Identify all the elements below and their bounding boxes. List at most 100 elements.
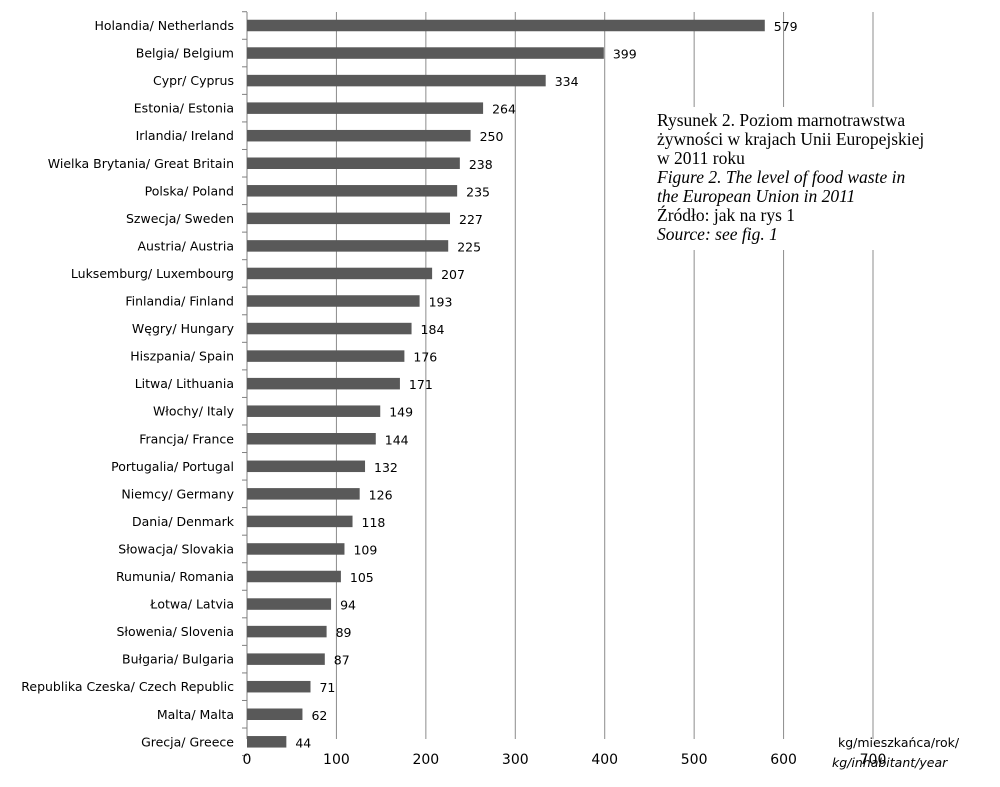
value-label: 89 [336,625,352,640]
category-label: Hiszpania/ Spain [130,349,234,364]
bar [247,102,484,114]
bar [247,212,451,225]
caption-title-en-2: the European Union in 2011 [657,186,856,206]
value-label: 193 [429,295,453,310]
category-label: Łotwa/ Latvia [149,597,234,612]
bar [247,570,341,583]
bar [247,267,433,280]
value-label: 184 [421,322,445,337]
category-label: Luksemburg/ Luxembourg [71,266,234,281]
x-tick-label: 300 [502,752,529,768]
category-label: Austria/ Austria [137,238,234,253]
category-label: Wielka Brytania/ Great Britain [48,156,234,171]
bar [247,405,381,417]
bar [247,598,332,610]
category-label: Szwecja/ Sweden [126,211,234,226]
value-label: 171 [409,377,433,392]
bar [247,433,376,445]
category-label: Grecja/ Greece [141,734,234,749]
bar [247,240,449,252]
category-label: Niemcy/ Germany [121,486,234,501]
category-label: Polska/ Poland [145,183,234,198]
category-label: Belgia/ Belgium [136,46,234,61]
value-label: 62 [311,708,327,723]
category-label: Estonia/ Estonia [134,101,234,116]
x-tick-label: 400 [591,752,618,768]
labels: 0 100 200 300 400 500 600 700 Holandia/ Netherla… [21,18,886,768]
value-label: 149 [389,405,413,420]
bar [247,129,471,142]
bar [247,653,325,665]
value-label: 207 [441,267,465,282]
bar [247,74,546,87]
category-label: Węgry/ Hungary [132,321,235,336]
bar [247,47,604,59]
category-label: Włochy/ Italy [153,404,235,419]
value-label: 109 [353,542,377,557]
figure-caption: Rysunek 2. Poziom marnotrawstwa żywności… [654,107,1000,250]
caption-source-en: Source: see fig. 1 [657,224,778,244]
caption-title-pl-1: Rysunek 2. Poziom marnotrawstwa [657,110,906,130]
bar [247,322,412,335]
bars [247,19,765,748]
bar [247,460,366,473]
x-tick-label: 700 [860,752,887,768]
value-label: 250 [480,129,504,144]
bar [247,680,311,693]
category-label: Dania/ Denmark [132,514,235,529]
x-tick-label: 600 [770,752,797,768]
x-axis-unit-label-en: kg/inhabitant/year [832,755,948,770]
x-axis-unit-label-pl: kg/mieszkańca/rok/ [838,735,960,750]
value-label: 334 [555,74,579,89]
bar [247,185,458,197]
caption-title-pl-3: w 2011 roku [657,148,745,168]
bar [247,157,460,169]
category-label: Rumunia/ Romania [116,569,234,584]
value-label: 126 [369,487,393,502]
category-label: Cypr/ Cyprus [153,73,234,88]
value-label: 94 [340,598,356,613]
value-label: 238 [469,157,493,172]
value-label: 264 [492,102,516,117]
bar [247,350,405,362]
bar [247,515,353,528]
caption-title-en-1: Figure 2. The level of food waste in [657,167,906,187]
bar [247,377,400,390]
value-label: 235 [466,184,490,199]
value-label: 579 [774,19,798,34]
value-label: 87 [334,653,350,668]
value-label: 225 [457,239,481,254]
value-label: 399 [613,47,637,62]
category-label: Bułgaria/ Bulgaria [122,652,234,667]
bar [247,708,303,720]
category-label: Słowenia/ Slovenia [117,624,235,639]
category-label: Portugalia/ Portugal [111,459,234,474]
category-label: Francja/ France [139,431,234,446]
value-label: 144 [385,432,409,447]
caption-source-pl: Źródło: jak na rys 1 [657,205,796,225]
category-label: Finlandia/ Finland [125,294,234,309]
bar [247,625,327,638]
value-label: 44 [295,735,311,750]
category-label: Malta/ Malta [157,707,234,722]
category-label: Holandia/ Netherlands [94,18,234,33]
value-label: 227 [459,212,483,227]
bar [247,295,420,307]
x-tick-label: 500 [681,752,708,768]
x-tick-label: 200 [412,752,439,768]
bar [247,19,765,32]
value-label: 71 [319,680,335,695]
value-label: 105 [350,570,374,585]
x-tick-label: 0 [243,752,252,768]
caption-title-pl-2: żywności w krajach Unii Europejskiej [657,129,925,149]
x-tick-label: 100 [323,752,350,768]
category-label: Republika Czeska/ Czech Republic [21,679,234,694]
category-label: Słowacja/ Slovakia [118,541,234,556]
bar [247,488,360,500]
bar [247,736,287,748]
value-label: 132 [374,460,398,475]
value-label: 118 [362,515,386,530]
bar [247,543,345,555]
category-label: Litwa/ Lithuania [135,376,234,391]
